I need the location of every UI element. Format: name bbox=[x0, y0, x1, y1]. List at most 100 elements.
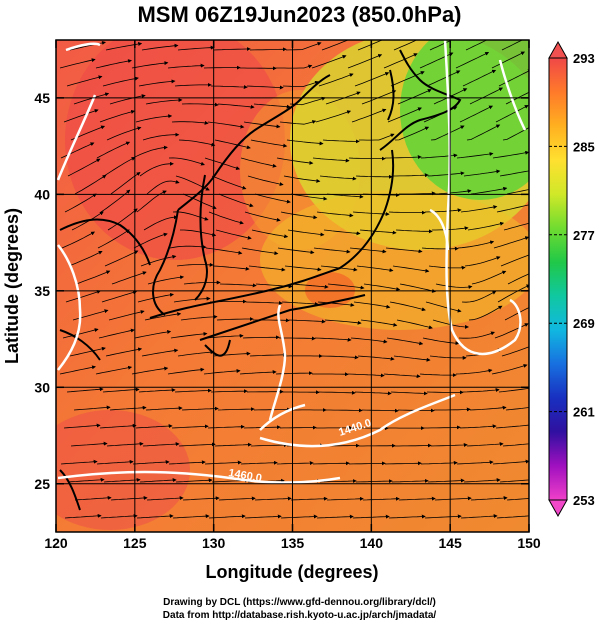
streamline bbox=[142, 132, 180, 141]
streamline bbox=[385, 247, 423, 254]
streamline bbox=[135, 424, 173, 429]
streamline bbox=[360, 319, 398, 327]
streamline bbox=[109, 94, 146, 105]
coastline-honshu-north bbox=[149, 149, 395, 319]
streamline bbox=[395, 229, 433, 234]
streamline bbox=[145, 406, 183, 411]
streamline bbox=[214, 442, 252, 447]
streamline bbox=[73, 92, 110, 105]
streamline bbox=[390, 391, 428, 396]
streamline bbox=[424, 425, 461, 430]
streamline bbox=[276, 461, 314, 466]
streamline bbox=[102, 387, 140, 393]
streamline bbox=[315, 110, 352, 123]
colorbar-label: 293 bbox=[573, 51, 595, 66]
streamline bbox=[249, 47, 287, 52]
streamline bbox=[97, 229, 130, 249]
streamline bbox=[246, 85, 284, 90]
contour-1440 bbox=[259, 393, 456, 448]
streamline bbox=[168, 157, 205, 166]
streamline bbox=[216, 317, 254, 321]
streamline bbox=[182, 193, 217, 210]
streamline bbox=[248, 265, 286, 272]
colorbar-label: 253 bbox=[573, 493, 595, 508]
streamline bbox=[213, 46, 251, 51]
colorbar-body bbox=[548, 57, 568, 501]
streamline bbox=[388, 514, 426, 519]
streamline bbox=[141, 348, 179, 357]
streamline bbox=[387, 107, 422, 123]
streamline bbox=[64, 193, 97, 213]
streamline bbox=[172, 514, 210, 519]
streamline bbox=[465, 40, 488, 51]
streamline bbox=[459, 105, 494, 123]
streamline bbox=[145, 98, 183, 105]
streamline bbox=[353, 301, 391, 309]
streamline bbox=[110, 495, 148, 501]
streamline bbox=[103, 477, 141, 483]
streamline bbox=[466, 442, 504, 447]
streamline bbox=[349, 247, 387, 254]
streamline bbox=[141, 43, 179, 51]
streamline bbox=[137, 292, 174, 303]
streamline bbox=[167, 63, 205, 69]
streamline bbox=[317, 301, 355, 307]
contour-east-inner bbox=[429, 208, 450, 251]
streamline bbox=[65, 290, 101, 303]
streamline bbox=[140, 254, 177, 267]
streamline bbox=[96, 141, 131, 159]
streamline bbox=[250, 443, 288, 448]
streamline bbox=[319, 175, 357, 181]
streamline bbox=[214, 139, 251, 150]
streamline bbox=[319, 478, 357, 483]
streamline bbox=[359, 133, 395, 141]
streamline bbox=[505, 407, 529, 411]
y-tick-label: 35 bbox=[34, 283, 50, 299]
streamline bbox=[64, 513, 102, 519]
streamline bbox=[326, 408, 363, 413]
streamline bbox=[460, 514, 498, 519]
streamline bbox=[103, 157, 136, 177]
contour-label-1460: 1460.0 bbox=[227, 467, 262, 485]
y-tick-label: 30 bbox=[34, 379, 50, 395]
streamline bbox=[318, 73, 354, 87]
streamline bbox=[180, 314, 218, 321]
streamline bbox=[323, 229, 361, 236]
streamline bbox=[111, 271, 147, 285]
streamline bbox=[506, 189, 529, 195]
y-tick-label: 45 bbox=[34, 90, 50, 106]
streamline bbox=[95, 365, 133, 375]
streamline bbox=[279, 425, 317, 430]
streamline bbox=[348, 156, 386, 161]
streamline bbox=[424, 514, 462, 519]
streamline bbox=[470, 186, 508, 195]
streamline bbox=[279, 336, 316, 341]
streamline bbox=[182, 496, 220, 501]
streamline bbox=[138, 79, 176, 87]
streamline bbox=[142, 442, 180, 447]
streamline bbox=[74, 174, 107, 195]
streamline bbox=[218, 193, 254, 208]
cold-region-northeast bbox=[400, 40, 529, 200]
streamline bbox=[132, 145, 168, 159]
streamline bbox=[357, 355, 395, 361]
streamline bbox=[249, 352, 287, 357]
streamline bbox=[283, 175, 321, 183]
streamline bbox=[384, 461, 422, 466]
streamline bbox=[456, 460, 494, 465]
streamline bbox=[169, 244, 207, 249]
streamline bbox=[499, 170, 529, 177]
streamline bbox=[208, 211, 244, 225]
streamline bbox=[498, 69, 529, 87]
streamline bbox=[504, 307, 529, 321]
streamline bbox=[357, 40, 384, 51]
streamline bbox=[67, 477, 105, 483]
coastline-hokkaido bbox=[379, 49, 462, 151]
streamline bbox=[250, 139, 288, 148]
streamline bbox=[181, 102, 219, 107]
contour-west bbox=[56, 94, 97, 181]
x-tick-label: 120 bbox=[44, 535, 68, 551]
streamline bbox=[397, 89, 432, 105]
streamline bbox=[219, 283, 257, 288]
y-tick-label: 25 bbox=[34, 476, 50, 492]
